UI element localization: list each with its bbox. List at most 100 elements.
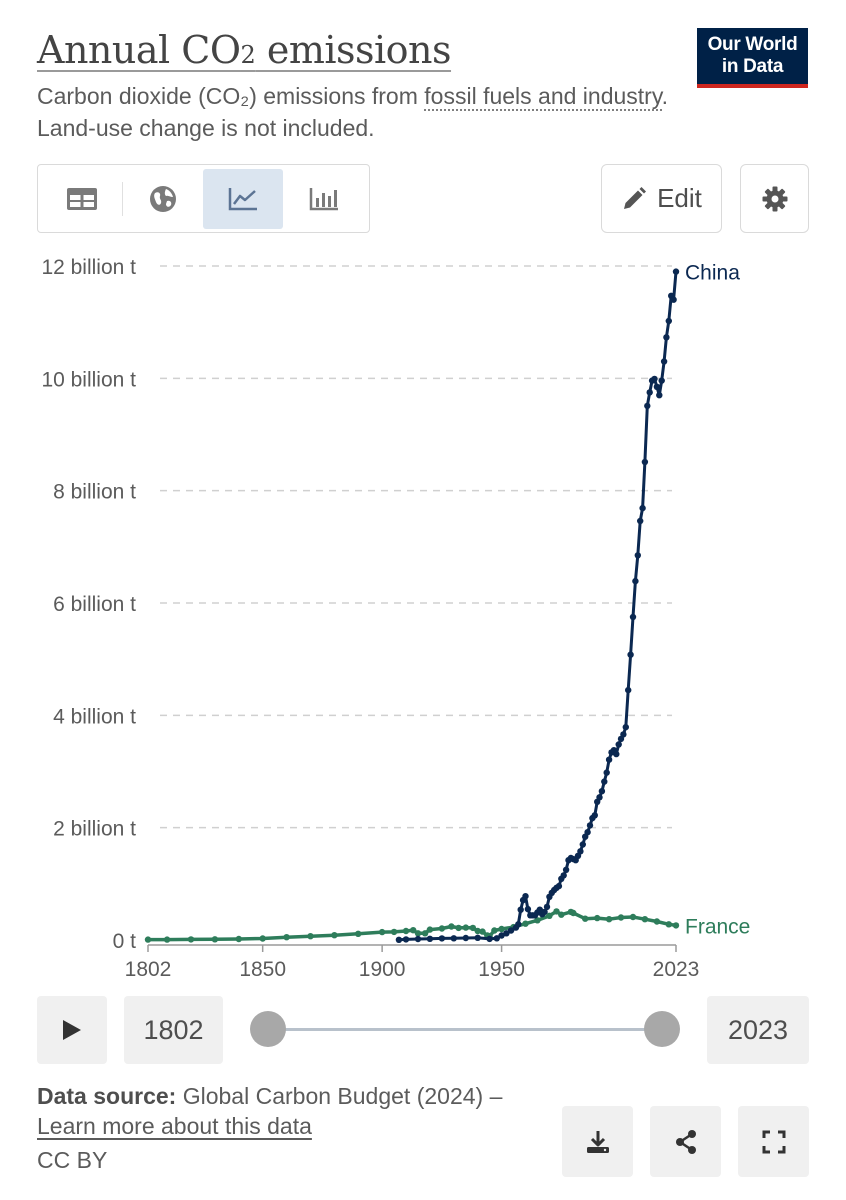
data-point-france	[653, 918, 661, 925]
data-point-china	[663, 334, 670, 341]
y-tick-label: 8 billion t	[53, 481, 136, 504]
data-point-france	[582, 915, 589, 922]
data-point-france	[187, 936, 195, 943]
title-subscript: 2	[240, 41, 256, 69]
chart-subtitle: Carbon dioxide (CO₂) emissions from foss…	[37, 80, 677, 144]
data-point-france	[211, 936, 219, 943]
data-point-china	[586, 822, 594, 829]
data-point-china	[651, 375, 658, 383]
start-year-box[interactable]: 1802	[124, 996, 223, 1064]
data-point-china	[601, 778, 608, 785]
y-tick-label: 12 billion t	[41, 256, 136, 279]
data-point-france	[421, 930, 429, 937]
line-chart-icon	[228, 187, 257, 210]
play-button[interactable]	[37, 996, 107, 1064]
data-point-france	[498, 925, 505, 933]
series-label-china: China	[685, 262, 740, 285]
tab-table[interactable]	[42, 169, 122, 229]
data-point-france	[594, 914, 601, 922]
subtitle-text: Carbon dioxide (CO₂) emissions from	[37, 83, 425, 109]
data-point-china	[670, 296, 677, 303]
timeline-start-handle[interactable]	[250, 1011, 286, 1047]
download-button[interactable]	[562, 1106, 633, 1177]
data-point-china	[591, 812, 598, 819]
tab-bar-chart[interactable]	[284, 169, 364, 229]
data-point-china	[515, 921, 522, 928]
series-line-china	[398, 271, 678, 942]
data-point-china	[503, 930, 510, 937]
x-tick-label: 2023	[653, 958, 700, 981]
subtitle-definition-link[interactable]: fossil fuels and industry	[424, 83, 662, 111]
timeline-track[interactable]	[268, 1028, 662, 1031]
data-point-france	[235, 935, 242, 943]
owid-logo[interactable]: Our World in Data	[697, 28, 808, 88]
data-point-china	[644, 402, 651, 410]
data-point-china	[579, 841, 586, 848]
data-point-france	[448, 923, 455, 930]
data-point-china	[584, 829, 591, 836]
data-point-china	[524, 905, 532, 913]
y-tick-label: 2 billion t	[53, 818, 136, 841]
edit-button[interactable]: Edit	[601, 164, 722, 233]
data-point-france	[617, 914, 625, 921]
data-point-china	[641, 458, 649, 466]
data-point-china	[646, 389, 653, 396]
data-point-france	[570, 909, 577, 917]
data-point-france	[629, 913, 637, 921]
data-point-china	[605, 756, 613, 763]
data-point-france	[558, 911, 565, 918]
data-point-france	[491, 927, 498, 934]
data-point-china	[672, 268, 680, 275]
tab-line-chart[interactable]	[203, 168, 283, 229]
source-label: Data source:	[37, 1083, 177, 1109]
view-tabs	[37, 164, 370, 233]
y-tick-label: 4 billion t	[53, 705, 136, 728]
chart-title[interactable]: Annual CO2 emissions	[37, 26, 452, 79]
data-point-china	[632, 577, 639, 585]
fullscreen-button[interactable]	[738, 1106, 809, 1177]
data-point-china	[653, 383, 661, 390]
data-point-france	[553, 908, 560, 915]
data-point-france	[605, 916, 613, 923]
data-point-france	[378, 928, 386, 936]
data-point-china	[438, 935, 446, 942]
data-point-china	[462, 934, 469, 942]
share-button[interactable]	[650, 1106, 721, 1177]
source-text: Global Carbon Budget (2024) –	[176, 1083, 503, 1109]
data-point-china	[596, 794, 603, 801]
data-point-france	[307, 933, 314, 940]
data-point-china	[493, 935, 500, 942]
y-tick-label: 6 billion t	[53, 593, 136, 616]
data-point-france	[426, 926, 434, 933]
data-point-china	[615, 741, 622, 748]
data-point-france	[474, 927, 481, 935]
learn-more-link[interactable]: Learn more about this data	[37, 1113, 312, 1139]
data-point-france	[259, 935, 266, 942]
logo-line-1: Our World	[707, 34, 798, 55]
timeline-end-handle[interactable]	[644, 1011, 680, 1047]
table-icon	[67, 187, 97, 210]
x-tick-label: 1850	[239, 958, 286, 981]
data-point-china	[414, 935, 422, 943]
x-tick-label: 1802	[125, 958, 172, 981]
data-point-china	[560, 872, 567, 879]
x-tick-label: 1950	[478, 958, 525, 981]
logo-line-2: in Data	[721, 56, 784, 77]
data-point-china	[577, 848, 584, 855]
fullscreen-icon	[762, 1130, 785, 1153]
title-text-rest: emissions	[255, 28, 452, 72]
x-tick-label: 1900	[359, 958, 406, 981]
data-point-china	[660, 358, 668, 365]
tab-map[interactable]	[123, 169, 203, 229]
end-year-box[interactable]: 2023	[707, 996, 809, 1064]
data-point-france	[534, 917, 541, 924]
globe-icon	[150, 185, 176, 212]
settings-button[interactable]	[740, 164, 809, 233]
data-point-china	[486, 935, 493, 943]
data-point-france	[438, 925, 446, 932]
data-point-france	[479, 928, 486, 935]
license[interactable]: CC BY	[37, 1147, 108, 1173]
data-point-france	[414, 930, 422, 937]
data-point-france	[355, 930, 362, 937]
data-point-china	[634, 552, 641, 559]
